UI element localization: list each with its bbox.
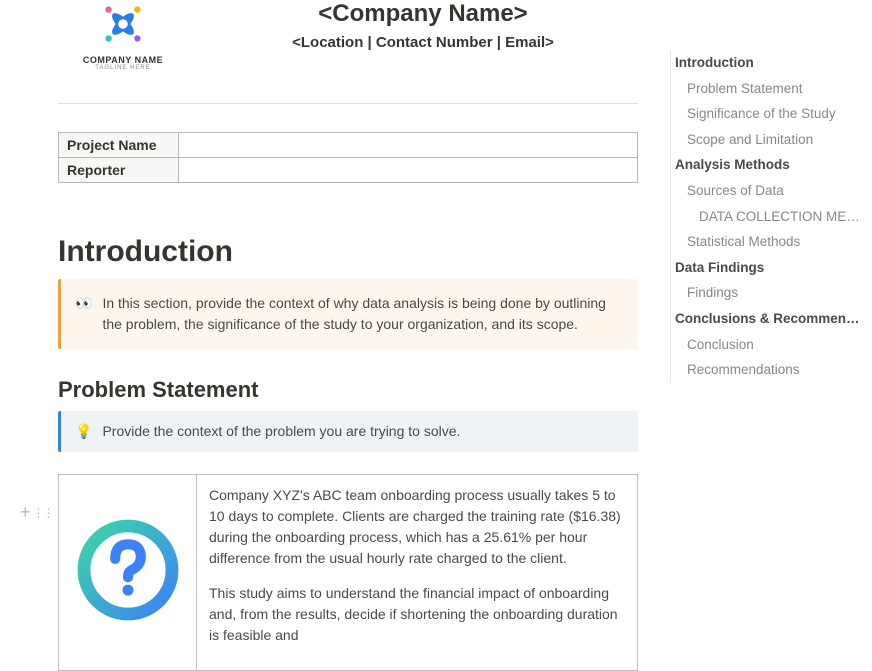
meta-label-reporter: Reporter — [59, 158, 179, 183]
header-divider — [58, 103, 638, 104]
header-text-block: <Company Name> <Location | Contact Numbe… — [208, 0, 638, 51]
toc-item-significance[interactable]: Significance of the Study — [671, 101, 860, 127]
intro-callout-text: In this section, provide the context of … — [102, 293, 624, 335]
intro-callout[interactable]: 👀 In this section, provide the context o… — [58, 279, 638, 349]
table-row: Project Name — [59, 133, 638, 158]
table-of-contents: Introduction Problem Statement Significa… — [670, 50, 860, 383]
add-block-icon[interactable]: + — [20, 502, 31, 523]
toc-item-conclusions-recs[interactable]: Conclusions & Recommendations — [671, 306, 860, 332]
toc-item-sources-data[interactable]: Sources of Data — [671, 178, 860, 204]
table-row: Reporter — [59, 158, 638, 183]
problem-content-block: + ⋮⋮ — [58, 474, 638, 671]
question-mark-icon — [73, 515, 183, 630]
problem-paragraph-2: This study aims to understand the financ… — [209, 583, 625, 646]
meta-value-reporter[interactable] — [179, 158, 638, 183]
block-handles[interactable]: + ⋮⋮ — [20, 502, 53, 523]
company-meta-placeholder[interactable]: <Location | Contact Number | Email> — [208, 34, 638, 51]
drag-handle-icon[interactable]: ⋮⋮ — [33, 506, 53, 520]
meta-label-project: Project Name — [59, 133, 179, 158]
toc-item-data-collection[interactable]: DATA COLLECTION METHOD — [671, 204, 860, 230]
problem-callout[interactable]: 💡 Provide the context of the problem you… — [58, 411, 638, 452]
toc-item-recommendations[interactable]: Recommendations — [671, 357, 860, 383]
toc-item-introduction[interactable]: Introduction — [671, 50, 860, 76]
company-name-placeholder[interactable]: <Company Name> — [208, 0, 638, 28]
toc-item-analysis-methods[interactable]: Analysis Methods — [671, 152, 860, 178]
toc-item-scope[interactable]: Scope and Limitation — [671, 127, 860, 153]
toc-item-findings[interactable]: Findings — [671, 280, 860, 306]
question-image-cell — [59, 475, 197, 670]
document-main: COMPANY NAME TAGLINE HERE <Company Name>… — [58, 0, 638, 671]
toc-item-data-findings[interactable]: Data Findings — [671, 255, 860, 281]
project-meta-table: Project Name Reporter — [58, 132, 638, 183]
problem-callout-text: Provide the context of the problem you a… — [102, 421, 460, 442]
logo-company-text: COMPANY NAME — [58, 55, 188, 65]
problem-paragraph-1: Company XYZ's ABC team onboarding proces… — [209, 485, 625, 569]
toc-item-statistical-methods[interactable]: Statistical Methods — [671, 229, 860, 255]
eyes-icon: 👀 — [75, 293, 92, 314]
heading-problem-statement[interactable]: Problem Statement — [58, 377, 638, 403]
toc-item-problem-statement[interactable]: Problem Statement — [671, 76, 860, 102]
bulb-icon: 💡 — [75, 421, 92, 442]
document-header: COMPANY NAME TAGLINE HERE <Company Name>… — [58, 0, 638, 71]
problem-body-text[interactable]: Company XYZ's ABC team onboarding proces… — [197, 475, 637, 670]
problem-content-row[interactable]: Company XYZ's ABC team onboarding proces… — [58, 474, 638, 671]
toc-item-conclusion[interactable]: Conclusion — [671, 332, 860, 358]
meta-value-project[interactable] — [179, 133, 638, 158]
heading-introduction[interactable]: Introduction — [58, 235, 638, 269]
logo-tagline-text: TAGLINE HERE — [58, 65, 188, 71]
company-logo-icon — [93, 0, 153, 53]
logo-block: COMPANY NAME TAGLINE HERE — [58, 0, 188, 71]
